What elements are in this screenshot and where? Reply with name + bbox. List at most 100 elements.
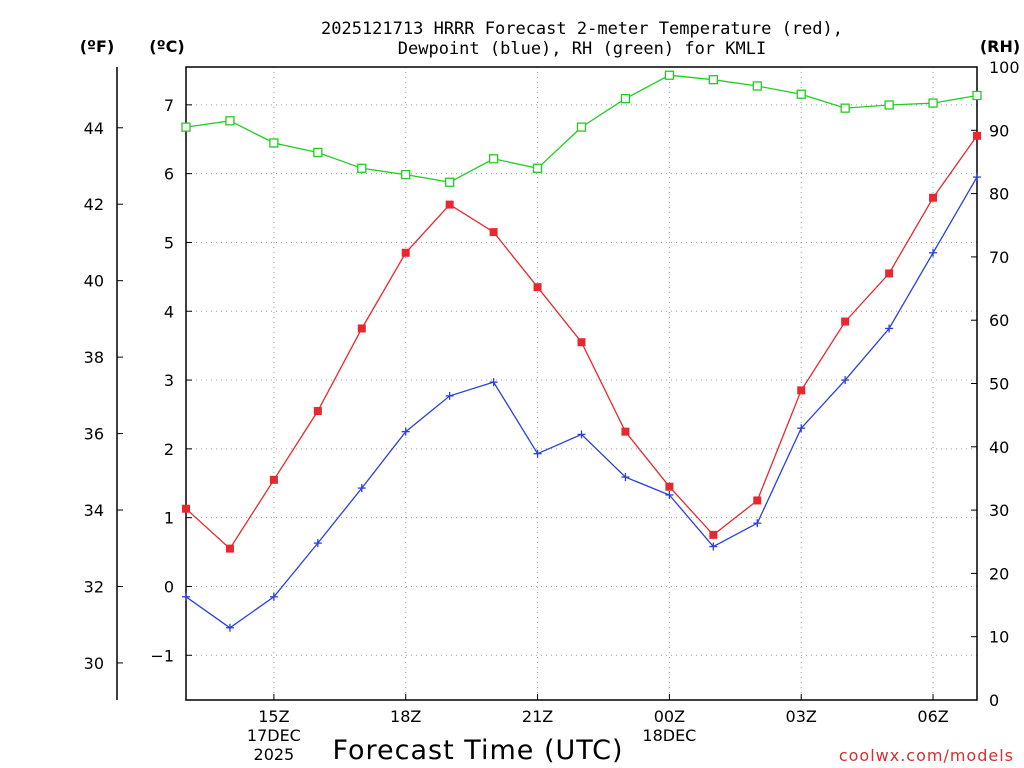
rh-point — [313, 147, 323, 158]
dewpoint-point — [929, 248, 938, 257]
x-tick-label: 06Z — [917, 707, 948, 726]
temperature-point — [225, 544, 234, 553]
rh-point — [620, 94, 631, 104]
celsius-unit-label: (ºC) — [149, 37, 184, 56]
temperature-point — [973, 131, 981, 140]
temperature-point — [313, 407, 322, 416]
rh-point — [796, 89, 806, 99]
dewpoint-point — [665, 490, 674, 499]
dewpoint-point — [841, 376, 850, 385]
rh-point — [532, 163, 543, 173]
chart-title-line1: 2025121713 HRRR Forecast 2-meter Tempera… — [321, 19, 843, 39]
rh-tick-label: 100 — [989, 58, 1020, 77]
rh-point — [181, 122, 191, 132]
x-tick-label: 18Z — [390, 707, 421, 726]
temperature-point — [182, 504, 190, 513]
dewpoint-point — [577, 430, 586, 439]
x-tick-label: 15Z — [258, 707, 289, 726]
dewpoint-point — [973, 173, 981, 182]
rh-point — [445, 177, 455, 187]
temperature-point — [797, 386, 806, 395]
dewpoint-point — [357, 484, 366, 493]
dewpoint-point — [709, 542, 718, 551]
fahrenheit-tick-label: 30 — [84, 654, 104, 673]
rh-point — [488, 154, 499, 164]
x-tick-label: 17DEC — [247, 726, 301, 745]
temperature-point — [709, 530, 718, 539]
celsius-tick-label: 3 — [164, 371, 174, 390]
chart-title-line2: Dewpoint (blue), RH (green) for KMLI — [398, 39, 766, 59]
rh-tick-label: 60 — [989, 311, 1009, 330]
tick-labels: −101234567303234363840424401020304050607… — [84, 58, 1020, 764]
temperature-point — [753, 496, 762, 505]
celsius-tick-label: −1 — [150, 646, 174, 665]
axes — [116, 66, 978, 701]
celsius-tick-label: 2 — [164, 440, 174, 459]
fahrenheit-tick-label: 34 — [84, 501, 104, 520]
dewpoint-point — [885, 324, 894, 333]
celsius-tick-label: 1 — [164, 509, 174, 528]
dewpoint-point — [533, 449, 542, 458]
temperature-point — [885, 269, 894, 278]
dewpoint-point — [313, 539, 322, 548]
temperature-point — [621, 427, 630, 436]
temperature-point — [269, 475, 278, 484]
x-tick-label: 03Z — [786, 707, 817, 726]
temperature-point — [577, 338, 586, 347]
rh-point — [840, 103, 850, 113]
rh-point — [752, 81, 762, 91]
rh-point — [225, 116, 235, 126]
temperature-point — [489, 228, 498, 237]
x-tick-label: 00Z — [654, 707, 685, 726]
temperature-point — [401, 248, 410, 257]
fahrenheit-unit-label: (ºF) — [80, 37, 115, 56]
rh-point — [928, 98, 938, 108]
rh-point — [884, 100, 894, 110]
dewpoint-point — [621, 473, 630, 482]
temperature-point — [445, 200, 454, 209]
x-axis-title: Forecast Time (UTC) — [332, 735, 623, 766]
dewpoint-point — [753, 519, 762, 528]
rh-tick-label: 20 — [989, 564, 1009, 583]
rh-point — [576, 122, 587, 132]
celsius-tick-label: 6 — [164, 165, 174, 184]
rh-tick-label: 10 — [989, 628, 1009, 647]
rh-point — [972, 90, 982, 101]
dewpoint-point — [269, 592, 278, 601]
data-series — [181, 70, 982, 632]
credit-link[interactable]: coolwx.com/models — [839, 746, 1014, 765]
rh-tick-label: 90 — [989, 121, 1009, 140]
celsius-tick-label: 4 — [164, 302, 174, 321]
rh-tick-label: 50 — [989, 375, 1009, 394]
rh-tick-label: 0 — [989, 691, 999, 710]
rh-unit-label: (RH) — [980, 37, 1020, 56]
rh-point — [664, 70, 675, 80]
rh-tick-label: 80 — [989, 185, 1009, 204]
dewpoint-point — [489, 378, 498, 387]
rh-tick-label: 40 — [989, 438, 1009, 457]
dewpoint-point — [225, 623, 234, 632]
dewpoint-point — [797, 424, 806, 433]
temperature-point — [841, 317, 850, 326]
fahrenheit-tick-label: 44 — [84, 119, 104, 138]
x-tick-label: 21Z — [522, 707, 553, 726]
rh-point — [401, 169, 411, 180]
celsius-tick-label: 0 — [164, 577, 174, 596]
fahrenheit-tick-label: 36 — [84, 425, 104, 444]
temperature-point — [533, 283, 542, 292]
rh-point — [269, 138, 279, 148]
fahrenheit-tick-label: 38 — [84, 348, 104, 367]
rh-tick-label: 70 — [989, 248, 1009, 267]
temperature-point — [929, 193, 938, 202]
fahrenheit-tick-label: 40 — [84, 272, 104, 291]
temperature-point — [665, 482, 674, 491]
dewpoint-point — [401, 427, 410, 436]
celsius-tick-label: 5 — [164, 233, 174, 252]
x-tick-label: 18DEC — [642, 726, 696, 745]
fahrenheit-tick-label: 32 — [84, 577, 104, 596]
rh-point — [357, 163, 367, 173]
temperature-point — [357, 324, 366, 333]
rh-tick-label: 30 — [989, 501, 1009, 520]
dewpoint-point — [182, 592, 190, 601]
